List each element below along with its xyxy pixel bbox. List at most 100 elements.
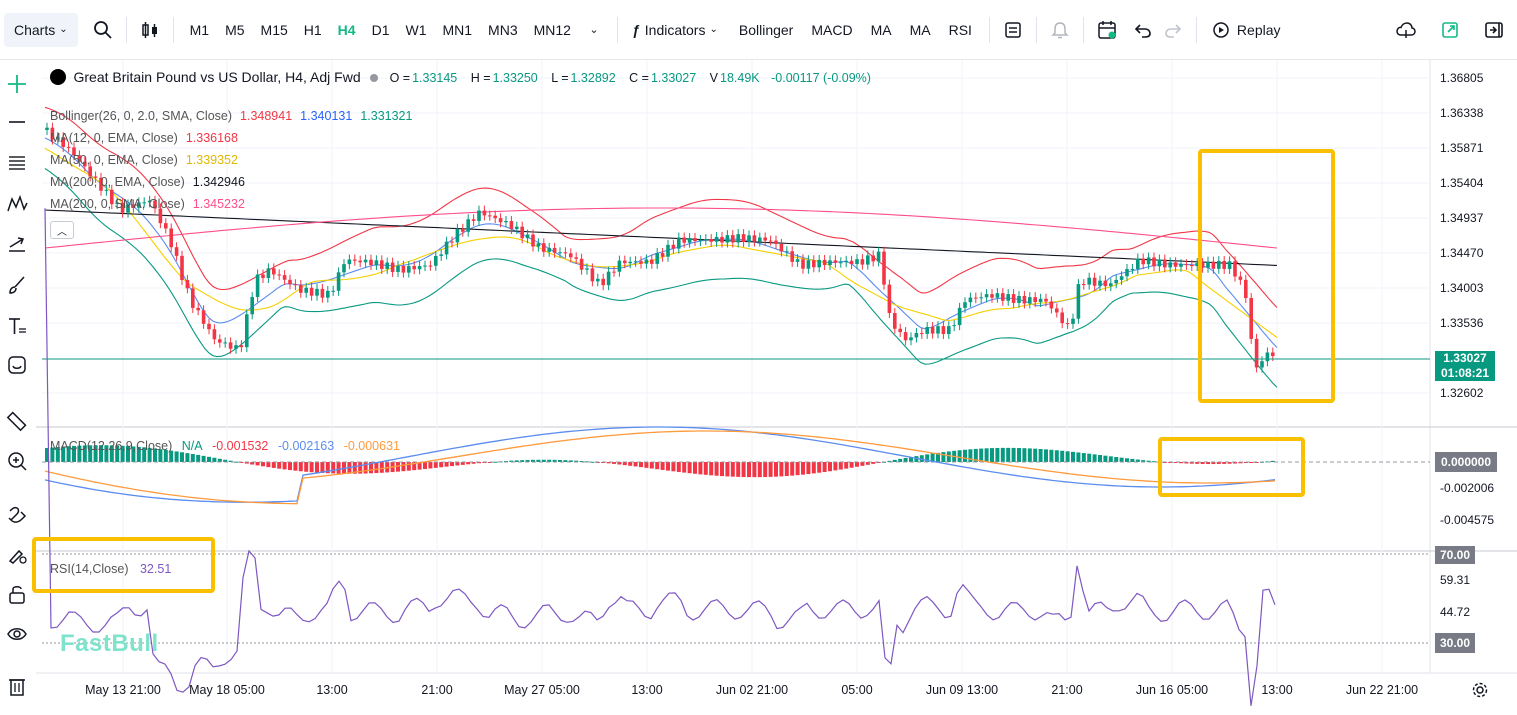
collapse-panel-button[interactable] [1479,13,1509,47]
candle-body [876,251,881,262]
timeframe-m15-button[interactable]: M15 [260,21,288,38]
macd-histogram-bar [126,446,130,462]
candle-body [185,279,190,289]
macd-histogram-bar [1211,462,1216,465]
quick-indicator-bollinger-button[interactable]: Bollinger [738,21,794,38]
candle-body [660,253,665,257]
macd-histogram-bar [288,462,292,471]
timeframe-w1-button[interactable]: W1 [405,21,427,38]
chart-settings-button[interactable] [1471,681,1489,704]
rsi-legend[interactable]: RSI(14,Close) 32.51 [50,562,173,576]
brush-tool[interactable] [3,271,31,299]
candle-body [1146,257,1151,265]
templates-button[interactable] [998,13,1028,47]
macd-histogram-bar [374,462,379,474]
candle-body [1006,294,1010,301]
candle-body [687,238,692,243]
search-button[interactable] [88,13,118,47]
macd-histogram-bar [990,448,994,462]
quick-indicator-macd-button[interactable]: MACD [811,21,853,38]
macd-histogram-bar [115,445,120,462]
macd-histogram-bar [995,447,1000,462]
lock-tool[interactable] [3,580,31,608]
indicator-legend-row[interactable]: Bollinger(26, 0, 2.0, SMA, Close) 1.34894… [50,109,414,123]
candle-body [347,259,352,265]
volume-value: 18.49K [720,71,760,85]
toolbar-divider [1082,16,1084,43]
timeframe-mn3-button[interactable]: MN3 [488,21,518,38]
timeframe-mn12-button[interactable]: MN12 [533,21,571,38]
projection-tool[interactable] [3,230,31,258]
legend-collapse-button[interactable]: ︿ [50,221,74,239]
line-tool[interactable] [3,108,31,136]
candle-body [174,247,179,256]
magnet-tool[interactable] [3,500,31,528]
calendar-button[interactable] [1092,13,1122,47]
timeframe-d1-button[interactable]: D1 [371,21,390,38]
alert-button[interactable] [1045,13,1075,47]
candle-body [547,247,551,252]
chart-type-button[interactable] [135,13,165,47]
timeframe-h1-button[interactable]: H1 [303,21,322,38]
emoji-tool[interactable] [3,351,31,379]
macd-legend[interactable]: MACD(12,26,9,Close) N/A -0.001532 -0.002… [50,439,402,453]
candle-body [439,254,443,256]
indicator-legend-row[interactable]: MA(200, 0, EMA, Close) 1.342946 [50,175,247,189]
redo-button[interactable] [1158,13,1188,47]
macd-histogram-bar [277,462,282,469]
timeframe-h4-button[interactable]: H4 [337,21,356,38]
indicators-label: Indicators [644,21,706,38]
text-tool[interactable] [3,312,31,340]
timeframe-m1-button[interactable]: M1 [189,21,210,38]
indicator-value: 1.331321 [360,109,413,123]
price-axis-label: 1.36338 [1440,106,1484,120]
time-axis-label: 21:00 [1051,683,1083,697]
lock-drawing-tool[interactable] [3,540,31,568]
price-axis-label: 1.35404 [1440,176,1484,190]
timeframe-more-button[interactable]: ⌄ [579,13,609,47]
indicator-legend-row[interactable]: MA(12, 0, EMA, Close) 1.336168 [50,131,240,145]
cloud-button[interactable] [1391,13,1421,47]
pattern-tool[interactable] [3,190,31,218]
indicator-legend-row[interactable]: MA(50, 0, EMA, Close) 1.339352 [50,153,240,167]
macd-histogram-bar [936,452,940,462]
macd-histogram-bar [622,462,627,466]
pattern-icon [7,194,28,212]
quick-indicator-ma-button[interactable]: MA [909,21,931,38]
ruler-tool[interactable] [3,407,31,435]
quick-indicator-rsi-button[interactable]: RSI [948,21,972,38]
candle-body [542,243,546,252]
macd-histogram-bar [741,462,746,478]
replay-button[interactable]: Replay [1205,13,1287,47]
share-button[interactable] [1435,13,1465,47]
zoom-tool[interactable] [3,447,31,475]
quick-indicator-ma-button[interactable]: MA [870,21,892,38]
macd-histogram-bar [228,460,233,462]
candle-body [650,259,654,264]
candle-body [601,278,605,286]
macd-histogram-bar [1243,462,1248,463]
macd-histogram-bar [304,462,309,472]
fib-tool[interactable] [3,149,31,177]
charts-menu-button[interactable]: Charts ⌄ [4,12,78,47]
macd-histogram-bar [833,462,838,471]
indicator-legend-row[interactable]: MA(200, 0, SMA, Close) 1.345232 [50,197,247,211]
candle-body [741,234,746,242]
macd-histogram-bar [1060,450,1065,462]
macd-histogram-bar [898,458,903,462]
macd-histogram-bar [757,462,762,478]
indicators-button[interactable]: ƒ Indicators ⌄ [626,13,724,47]
macd-histogram-bar [336,462,341,474]
macd-histogram-bar [1098,455,1102,462]
candle-body [104,189,109,191]
visibility-tool[interactable] [3,620,31,648]
candle-body [1109,283,1113,287]
delete-tool[interactable] [3,672,31,700]
undo-button[interactable] [1128,13,1158,47]
rsi-title: RSI(14,Close) [50,562,129,576]
timeframe-mn1-button[interactable]: MN1 [442,21,473,38]
timeframe-m5-button[interactable]: M5 [225,21,245,38]
crosshair-tool[interactable] [3,70,31,98]
macd-histogram-bar [136,446,141,462]
